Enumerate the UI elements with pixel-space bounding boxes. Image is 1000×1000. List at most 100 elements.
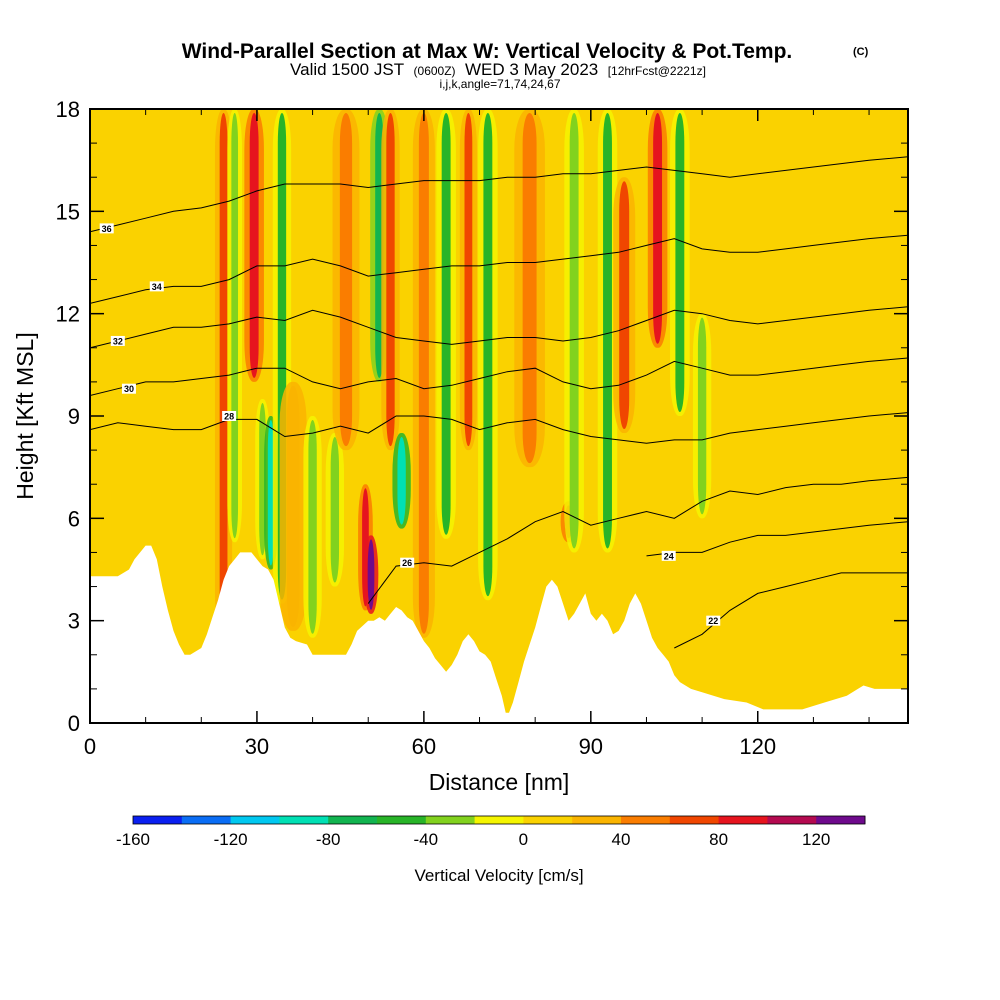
isotherm-label-bg — [99, 223, 114, 234]
chart-subtitle: Valid 1500 JST (0600Z) WED 3 May 2023 [1… — [290, 60, 706, 79]
velocity-band — [522, 113, 537, 464]
isotherm-label-24: 24 — [664, 551, 674, 561]
isotherm-label-34: 34 — [152, 282, 162, 292]
y-tick-label: 12 — [56, 302, 80, 327]
velocity-band — [249, 113, 259, 378]
isotherm-line-34 — [90, 234, 908, 304]
velocity-band — [308, 420, 317, 634]
terrain-mask — [90, 545, 908, 723]
velocity-band — [483, 113, 493, 597]
isotherm-line-32 — [90, 306, 908, 349]
y-tick-label: 15 — [56, 199, 80, 224]
isotherm-label-30: 30 — [124, 384, 134, 394]
velocity-band — [697, 317, 707, 515]
colorbar-segment — [133, 816, 183, 824]
isotherm-label-26: 26 — [402, 558, 412, 568]
y-tick-label: 3 — [68, 609, 80, 634]
isotherm-label-32: 32 — [113, 336, 123, 346]
x-tick-label: 30 — [245, 734, 269, 759]
x-tick-label: 60 — [412, 734, 436, 759]
velocity-band — [367, 539, 375, 610]
x-tick-label: 90 — [579, 734, 603, 759]
colorbar-tick-label: -80 — [316, 830, 341, 849]
isotherm-line-36 — [90, 156, 908, 233]
isotherm-contours: 22 24 26 28 30 32 34 36 — [90, 156, 908, 649]
isotherm-label-bg — [706, 615, 721, 626]
y-tick-label: 18 — [56, 97, 80, 122]
colorbar-segment — [328, 816, 378, 824]
isotherm-label-bg — [661, 550, 676, 561]
velocity-band — [603, 113, 612, 549]
terrain-profile — [90, 545, 908, 723]
colorbar-tick-label: 120 — [802, 830, 830, 849]
colorbar-segment — [230, 816, 280, 824]
colorbar-segment — [425, 816, 476, 824]
copyright-mark: (C) — [853, 46, 869, 58]
velocity-band — [286, 385, 300, 627]
isotherm-line-22 — [674, 572, 908, 649]
colorbar-tick-label: -120 — [214, 830, 248, 849]
isotherm-label-bg — [222, 411, 237, 421]
colorbar-segment — [816, 816, 866, 824]
valid-utc: (0600Z) — [414, 64, 456, 78]
colorbar-segment — [181, 816, 232, 824]
velocity-band — [569, 113, 579, 549]
colorbar-tick-label: -160 — [116, 830, 150, 849]
colorbar-title: Vertical Velocity [cm/s] — [414, 866, 583, 885]
colorbar-segment — [279, 816, 329, 824]
isotherm-label-36: 36 — [102, 224, 112, 234]
velocity-band — [464, 113, 473, 447]
colorbar-segment — [377, 816, 427, 824]
x-tick-label: 120 — [739, 734, 776, 759]
colorbar-segment — [621, 816, 671, 824]
velocity-band — [386, 113, 395, 447]
isotherm-label-bg — [121, 383, 136, 394]
velocity-band — [619, 181, 630, 430]
colorbar-frame — [132, 815, 866, 825]
colorbar-tick-label: -40 — [414, 830, 439, 849]
y-tick-label: 0 — [68, 711, 80, 736]
colorbar: -160 -120 -80 -40 0 40 80 120 — [116, 815, 866, 849]
colorbar-tick-label: 40 — [612, 830, 631, 849]
velocity-band — [397, 437, 406, 525]
y-axis-label: Height [Kft MSL] — [12, 332, 38, 499]
y-tick-label: 6 — [68, 506, 80, 531]
velocity-band — [339, 113, 353, 447]
colorbar-tick-label: 80 — [709, 830, 728, 849]
forecast-info: [12hrFcst@2221z] — [608, 64, 706, 78]
y-tick-label: 9 — [68, 404, 80, 429]
x-axis-label: Distance [nm] — [429, 769, 570, 795]
colorbar-segment — [572, 816, 622, 824]
velocity-band — [231, 113, 239, 539]
isotherm-label-22: 22 — [708, 616, 718, 626]
valid-time: Valid 1500 JST — [290, 60, 404, 79]
velocity-band — [418, 113, 429, 634]
isotherm-line-26 — [367, 476, 908, 604]
colorbar-segment — [523, 816, 573, 824]
isotherm-line-28 — [90, 412, 908, 444]
colorbar-segment — [474, 816, 524, 824]
valid-date: WED 3 May 2023 — [465, 60, 598, 79]
isotherm-label-bg — [110, 335, 125, 346]
x-tick-label: 0 — [84, 734, 96, 759]
velocity-band — [441, 113, 451, 535]
isotherm-label-28: 28 — [224, 412, 234, 422]
velocity-bands — [214, 109, 712, 638]
isotherm-label-bg — [400, 557, 415, 568]
isotherm-line-24 — [646, 521, 908, 557]
velocity-band — [267, 420, 274, 566]
colorbar-segment — [669, 816, 720, 824]
isotherm-label-bg — [149, 281, 164, 292]
colorbar-segment — [767, 816, 817, 824]
velocity-band — [653, 113, 663, 344]
velocity-band — [330, 437, 340, 583]
chart-title: Wind-Parallel Section at Max W: Vertical… — [182, 40, 793, 63]
velocity-band — [675, 113, 685, 412]
velocity-band — [219, 113, 228, 631]
colorbar-tick-label: 0 — [519, 830, 528, 849]
grid-params: i,j,k,angle=71,74,24,67 — [439, 77, 560, 91]
isotherm-line-30 — [90, 357, 908, 396]
colorbar-segment — [718, 816, 768, 824]
